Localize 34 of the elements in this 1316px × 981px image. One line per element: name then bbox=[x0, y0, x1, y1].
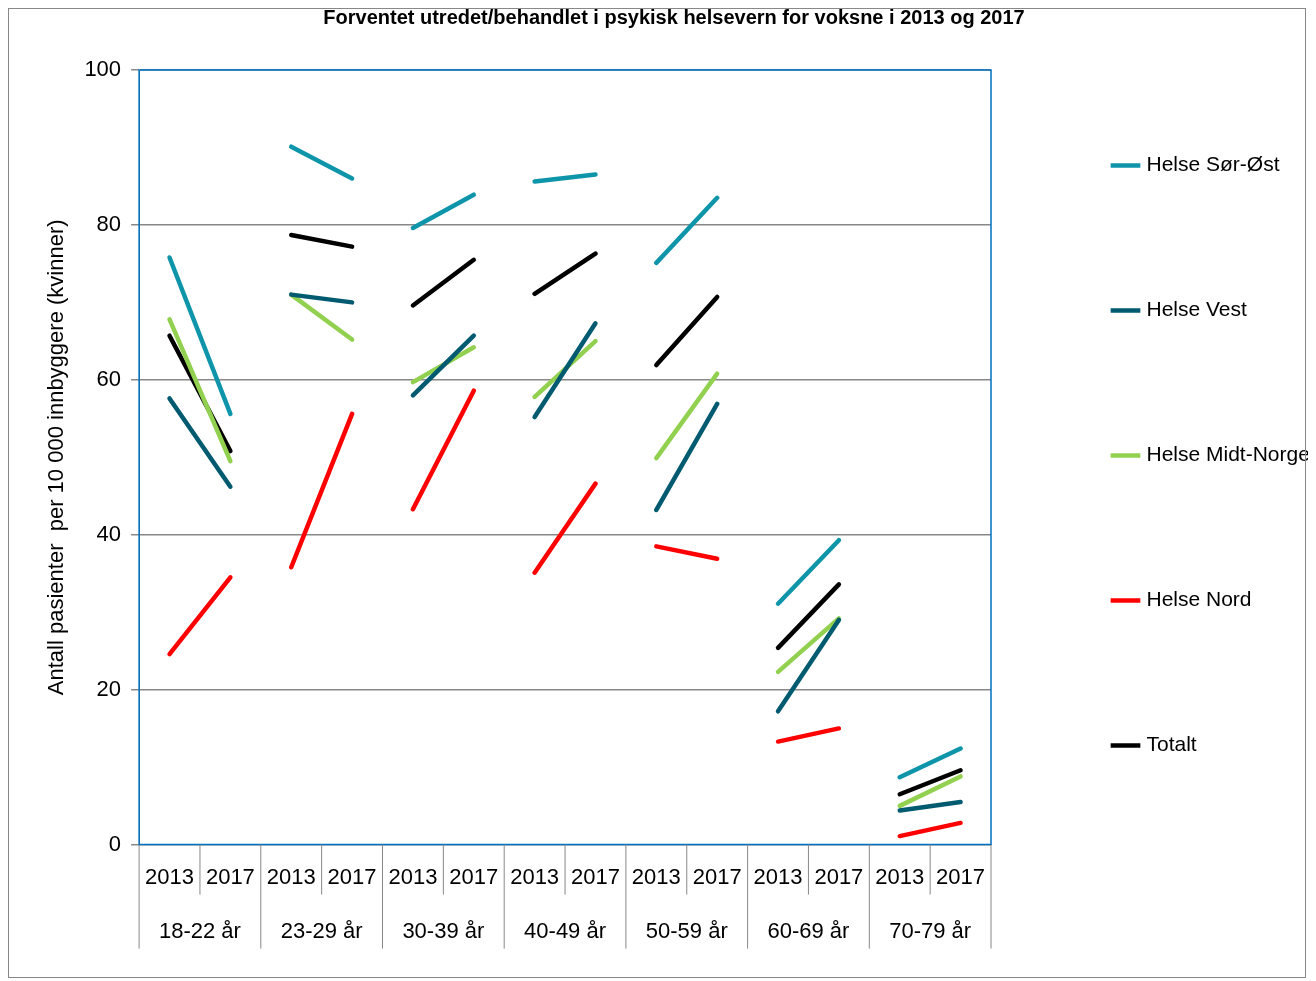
x-tick-label: 2017 bbox=[449, 863, 499, 889]
text: 23-29 år bbox=[280, 917, 363, 943]
x-tick-label: 2017 bbox=[936, 863, 986, 889]
y-tick-label: 100 bbox=[84, 56, 122, 82]
y-tick-label: 60 bbox=[96, 365, 122, 391]
text: 50-59 år bbox=[645, 917, 728, 943]
x-tick-label: 2017 bbox=[571, 863, 620, 889]
chart-title: Forventet utredet/behandlet i psykisk helsevern for voksne i 2013 og 2017 bbox=[323, 5, 1025, 28]
y-tick-label: 80 bbox=[96, 210, 122, 236]
x-tick-label: 2013 bbox=[266, 863, 316, 889]
text: 18-22 år bbox=[158, 917, 241, 943]
text: 30-39 år bbox=[402, 917, 485, 943]
x-tick-label: 2013 bbox=[631, 863, 681, 889]
x-tick-label: 2013 bbox=[145, 863, 195, 889]
x-tick-label: 2013 bbox=[510, 863, 560, 889]
y-tick-label: 0 bbox=[108, 830, 122, 856]
x-tick-label: 2017 bbox=[205, 863, 255, 889]
y-axis-title: Antall pasienter per 10 000 innbyggere (kvinner) bbox=[43, 219, 69, 696]
text: 70-79 år bbox=[889, 917, 972, 943]
x-tick-label: 2013 bbox=[753, 863, 803, 889]
text: 60-69 år bbox=[767, 917, 850, 943]
legend-label: Helse Sør-Øst bbox=[1146, 152, 1280, 176]
x-tick-label: 2017 bbox=[327, 863, 377, 889]
x-tick-label: 2017 bbox=[692, 863, 742, 889]
x-tick-label: 2013 bbox=[875, 863, 925, 889]
y-tick-label: 20 bbox=[96, 675, 122, 701]
legend-label: Helse Vest bbox=[1146, 297, 1248, 321]
x-tick-label: 2017 bbox=[814, 863, 864, 889]
legend-label: Helse Midt-Norge bbox=[1146, 442, 1310, 466]
legend-label: Helse Nord bbox=[1146, 587, 1252, 611]
x-tick-label: 2013 bbox=[388, 863, 438, 889]
legend-label: Totalt bbox=[1146, 732, 1197, 756]
text: 40-49 år bbox=[524, 917, 607, 943]
y-tick-label: 40 bbox=[96, 520, 122, 546]
